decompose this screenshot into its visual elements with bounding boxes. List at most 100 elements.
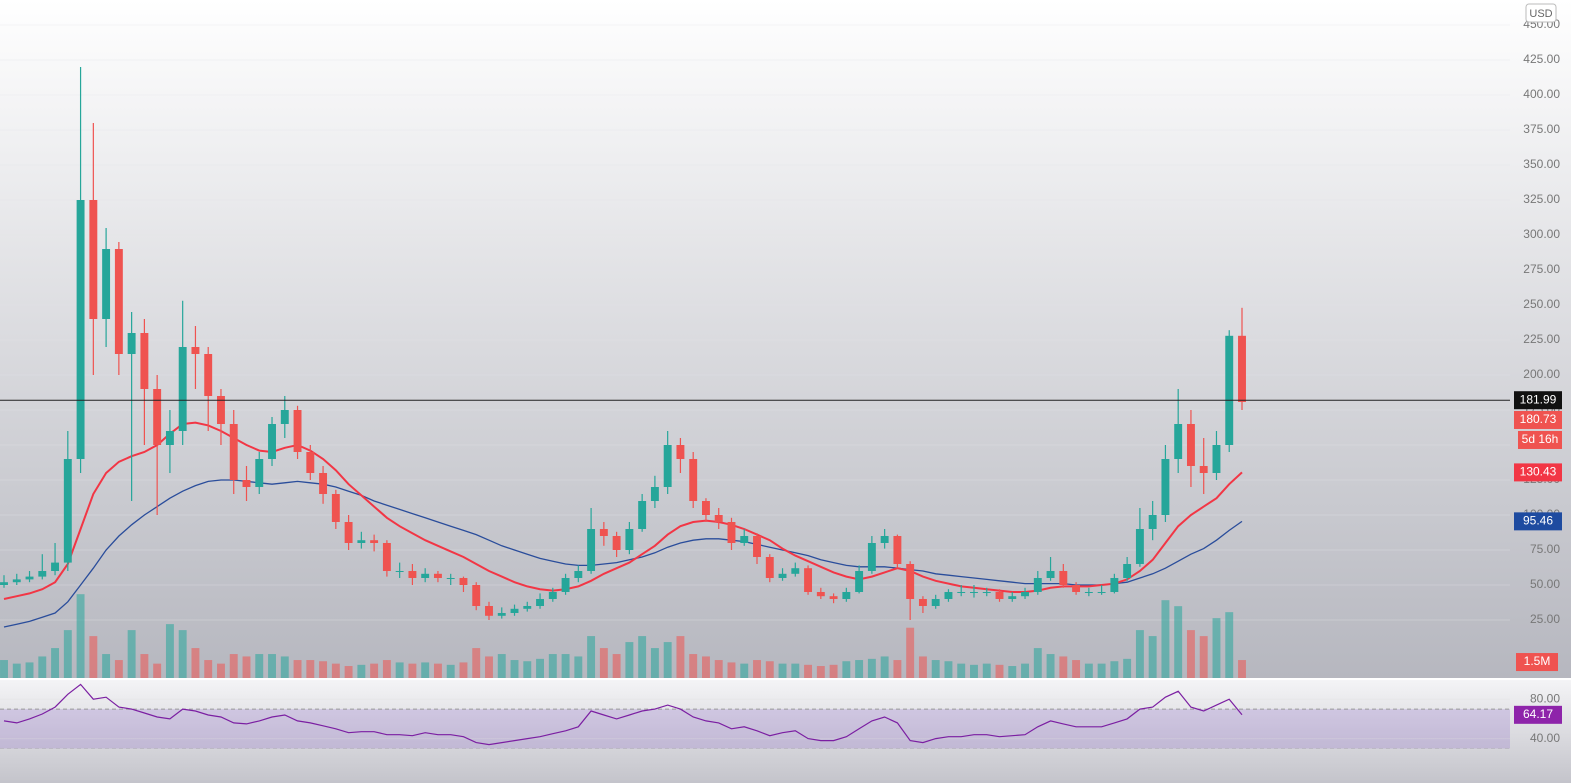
volume-bar [382,660,391,678]
volume-bar [1135,630,1144,678]
candle-body [395,570,404,572]
volume-bar [970,664,978,678]
y-tick-label: 275.00 [1523,262,1560,276]
candle-body [38,570,47,577]
candle-body [638,500,647,529]
candle-body [1033,577,1042,592]
volume-bar [102,654,111,678]
candle-body [740,535,749,543]
candle-body [63,458,72,563]
candle-body [1199,465,1208,473]
volume-bar [331,663,340,678]
candle-body [893,535,902,564]
candle-body [204,354,213,397]
volume-bar [280,656,289,678]
volume-bar [931,660,940,678]
y-tick-label: 50.00 [1530,577,1560,591]
volume-bar [587,636,596,678]
volume-bar [574,656,583,678]
candle-body [663,445,672,487]
volume-badge-bg [1516,653,1558,672]
y-tick-label: 375.00 [1523,122,1560,136]
countdown-badge-bg [1518,430,1562,449]
candle-body [829,596,838,599]
candle-body [842,591,851,599]
rsi-pane [0,680,1571,783]
volume-bar [855,660,864,678]
rsi-tick-label: 80.00 [1530,691,1560,705]
volume-bar [12,663,21,678]
volume-bar [0,660,8,678]
volume-bar [1059,656,1068,678]
candle-body [1084,591,1093,593]
candle-body [497,612,506,616]
candle-body [523,605,532,609]
candle-body [229,424,238,480]
candle-body [587,528,596,571]
volume-bar [867,658,876,678]
volume-bar [140,654,149,678]
candle-body [561,577,570,592]
candle-body [855,570,864,592]
volume-bar [1225,612,1234,678]
candle-body [114,249,123,355]
candle-body [1161,458,1170,515]
volume-bar [127,630,136,678]
candle-body [459,577,468,585]
candle-body [472,584,481,606]
candle-body [714,514,723,522]
volume-bar [1033,648,1042,678]
candle-body [778,573,787,578]
volume-bar [1110,661,1119,678]
candle-body [702,500,710,515]
volume-bar [217,663,225,678]
volume-bar [829,664,838,678]
volume-bar [204,660,213,678]
volume-bar [1097,663,1106,678]
candle-body [753,535,761,557]
volume-bar [472,648,481,678]
volume-bar [38,656,47,678]
volume-bar [612,654,621,678]
volume-bar [804,664,813,678]
currency-label[interactable]: USD [1529,8,1552,20]
volume-bar [893,660,902,678]
volume-bar [906,627,915,678]
candle-body [153,389,162,446]
y-tick-label: 250.00 [1523,297,1560,311]
candle-body [982,591,991,593]
candle-body [127,333,136,355]
candle-body [804,568,813,592]
volume-bar [255,654,264,678]
volume-bar [778,663,787,678]
candle-body [689,458,698,501]
y-tick-label: 225.00 [1523,332,1560,346]
volume-bar [408,663,417,678]
volume-bar [1046,654,1055,678]
volume-bar [63,630,72,678]
candle-body [51,562,60,571]
candle-body [1123,563,1132,578]
volume-bar [485,656,493,678]
ma-slow-badge: 95.46 [1523,514,1553,528]
volume-bar [1186,630,1195,678]
candle-body [1212,445,1221,473]
volume-bar [765,661,774,678]
volume-bar [918,656,927,678]
volume-bar [561,654,570,678]
volume-bar [306,660,315,678]
candle-body [370,540,379,543]
candle-body [140,333,149,390]
volume-bar [25,662,34,678]
candle-body [1238,335,1246,402]
volume-bar [178,630,187,678]
currency-button[interactable] [1525,3,1557,23]
candle-body [25,576,34,580]
volume-bar [268,654,276,678]
y-tick-label: 400.00 [1523,87,1560,101]
volume-bar [791,663,800,678]
candle-body [625,528,634,550]
volume-bar [1174,606,1183,678]
candle-body [89,200,98,320]
volume-bar [676,636,685,678]
